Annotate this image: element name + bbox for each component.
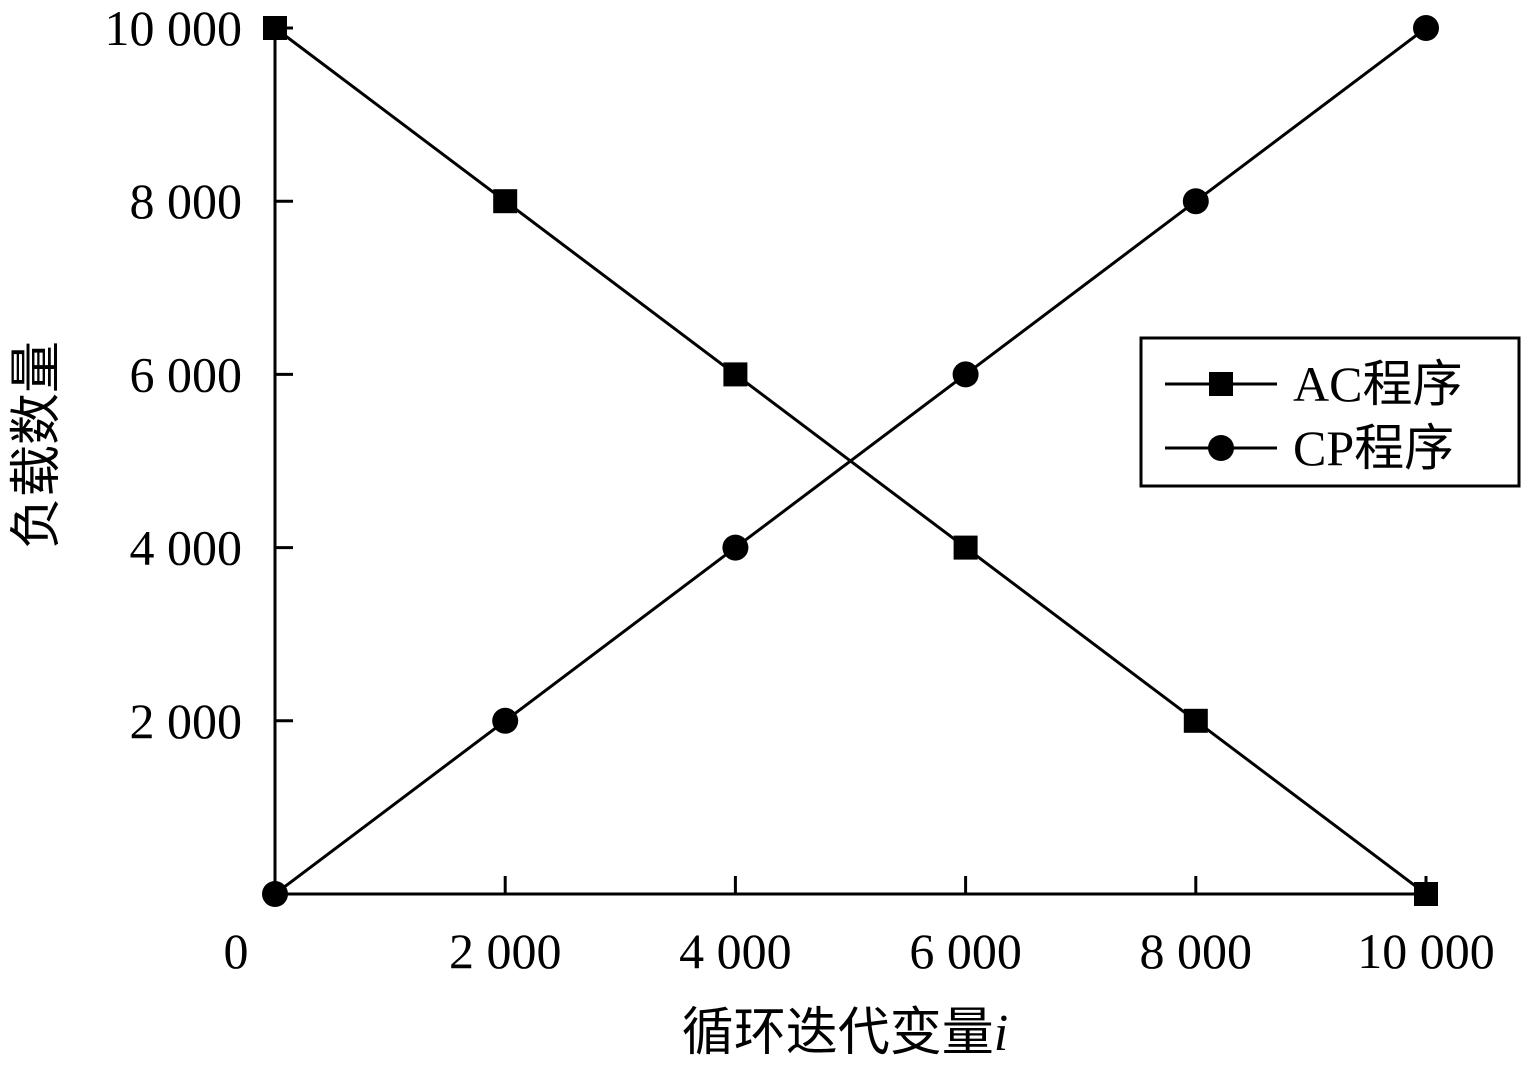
data-point-circle — [1413, 15, 1439, 41]
ticks: 0 2 000 4 000 6 000 8 000 10 000 2 000 4 000 6 0… — [105, 0, 1495, 979]
axes — [273, 22, 1432, 896]
x-tick-label: 4 000 — [679, 923, 792, 979]
x-axis-label: 循环迭代变量i — [682, 1005, 1008, 1062]
x-axis-label-variable: i — [994, 1005, 1008, 1062]
y-axis-label: 负载数量 — [9, 341, 66, 549]
data-point-square — [1183, 708, 1208, 733]
data-point-circle — [952, 361, 979, 388]
y-tick-label: 4 000 — [130, 520, 243, 576]
legend-box — [1139, 336, 1521, 488]
y-tick-label: 8 000 — [130, 173, 243, 229]
y-tick-label: 6 000 — [130, 346, 243, 402]
legend-label: CP程序 — [1293, 420, 1454, 476]
x-axis-label-text: 循环迭代变量 — [682, 1005, 994, 1062]
data-point-circle — [492, 707, 519, 734]
series-line — [274, 26, 1427, 896]
data-point-square — [953, 535, 978, 560]
y-tick-label: 2 000 — [130, 693, 243, 749]
legend-square-icon — [1209, 372, 1233, 396]
legend-label: AC程序 — [1293, 356, 1462, 412]
data-point-square — [263, 16, 287, 40]
x-tick-label: 6 000 — [909, 923, 1022, 979]
legend: AC程序 CP程序 — [1139, 336, 1521, 488]
data-point-circle — [722, 534, 749, 561]
data-point-circle — [1182, 188, 1209, 215]
legend-circle-icon — [1208, 435, 1234, 461]
x-tick-label: 2 000 — [449, 923, 562, 979]
x-tick-label: 10 000 — [1357, 923, 1495, 979]
data-point-square — [1414, 882, 1438, 906]
series-cp — [262, 15, 1439, 907]
x-tick-label: 0 — [224, 923, 249, 979]
series — [262, 15, 1439, 907]
legend-item: AC程序 — [1165, 356, 1462, 412]
x-tick-label: 8 000 — [1140, 923, 1253, 979]
legend-item: CP程序 — [1165, 420, 1454, 476]
data-point-square — [723, 362, 748, 387]
data-point-circle — [262, 881, 288, 907]
y-tick-label: 10 000 — [105, 0, 243, 56]
data-point-square — [493, 189, 518, 214]
